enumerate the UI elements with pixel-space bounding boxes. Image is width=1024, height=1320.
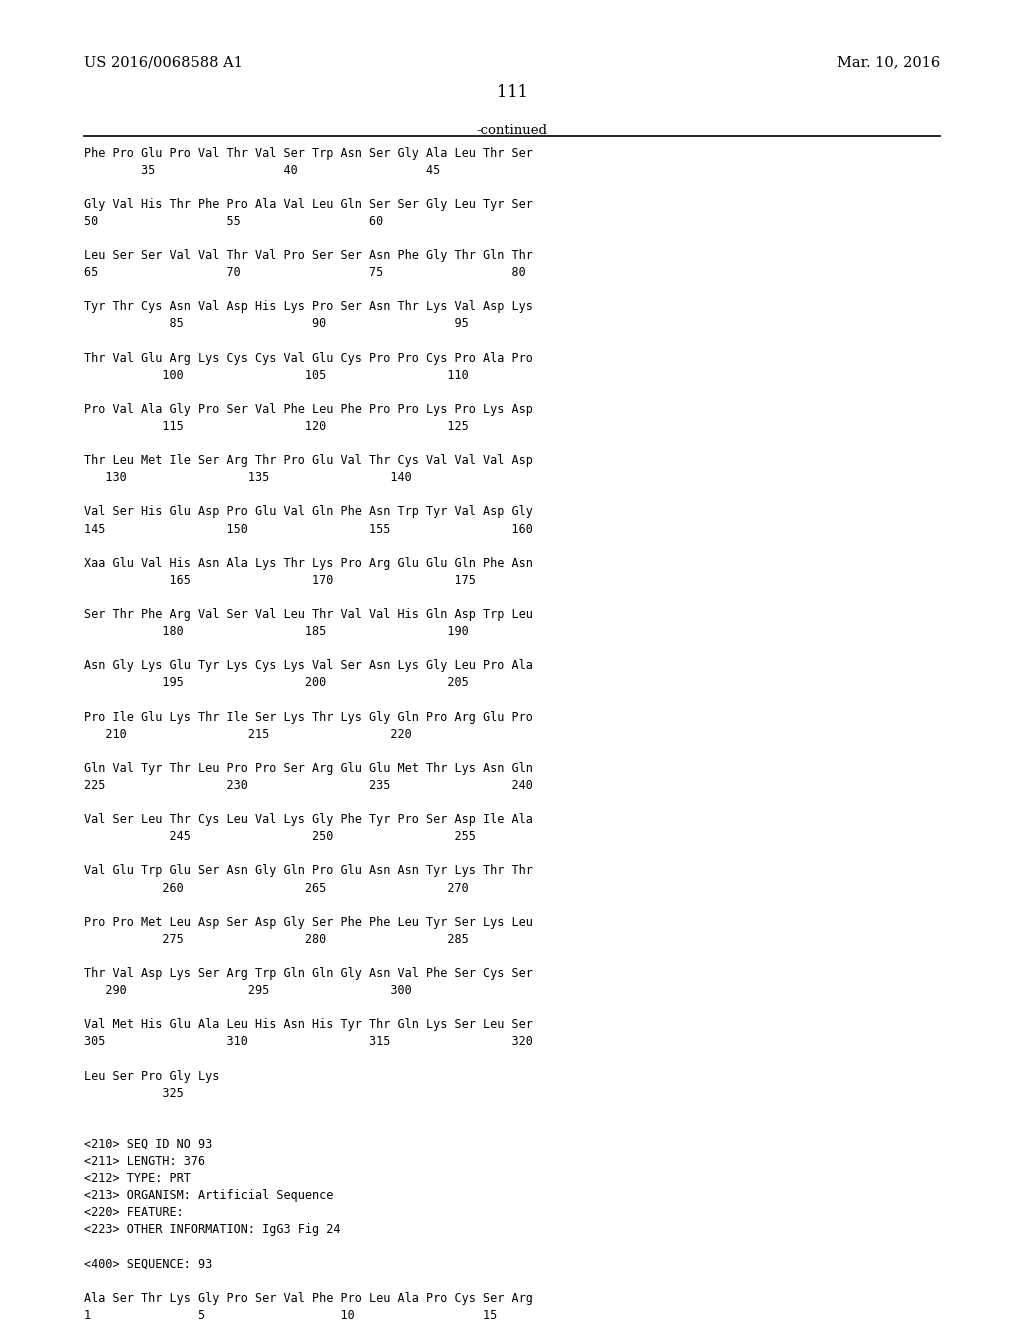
Text: Gln Val Tyr Thr Leu Pro Pro Ser Arg Glu Glu Met Thr Lys Asn Gln: Gln Val Tyr Thr Leu Pro Pro Ser Arg Glu …	[84, 762, 532, 775]
Text: Gly Val His Thr Phe Pro Ala Val Leu Gln Ser Ser Gly Leu Tyr Ser: Gly Val His Thr Phe Pro Ala Val Leu Gln …	[84, 198, 532, 211]
Text: Phe Pro Glu Pro Val Thr Val Ser Trp Asn Ser Gly Ala Leu Thr Ser: Phe Pro Glu Pro Val Thr Val Ser Trp Asn …	[84, 147, 532, 160]
Text: Xaa Glu Val His Asn Ala Lys Thr Lys Pro Arg Glu Glu Gln Phe Asn: Xaa Glu Val His Asn Ala Lys Thr Lys Pro …	[84, 557, 532, 570]
Text: Val Met His Glu Ala Leu His Asn His Tyr Thr Gln Lys Ser Leu Ser: Val Met His Glu Ala Leu His Asn His Tyr …	[84, 1018, 532, 1031]
Text: <210> SEQ ID NO 93: <210> SEQ ID NO 93	[84, 1138, 212, 1151]
Text: <211> LENGTH: 376: <211> LENGTH: 376	[84, 1155, 205, 1168]
Text: Ala Ser Thr Lys Gly Pro Ser Val Phe Pro Leu Ala Pro Cys Ser Arg: Ala Ser Thr Lys Gly Pro Ser Val Phe Pro …	[84, 1292, 532, 1304]
Text: 275                 280                 285: 275 280 285	[84, 933, 469, 946]
Text: Ser Thr Phe Arg Val Ser Val Leu Thr Val Val His Gln Asp Trp Leu: Ser Thr Phe Arg Val Ser Val Leu Thr Val …	[84, 609, 532, 620]
Text: Val Glu Trp Glu Ser Asn Gly Gln Pro Glu Asn Asn Tyr Lys Thr Thr: Val Glu Trp Glu Ser Asn Gly Gln Pro Glu …	[84, 865, 532, 878]
Text: Asn Gly Lys Glu Tyr Lys Cys Lys Val Ser Asn Lys Gly Leu Pro Ala: Asn Gly Lys Glu Tyr Lys Cys Lys Val Ser …	[84, 660, 532, 672]
Text: 115                 120                 125: 115 120 125	[84, 420, 469, 433]
Text: Thr Val Asp Lys Ser Arg Trp Gln Gln Gly Asn Val Phe Ser Cys Ser: Thr Val Asp Lys Ser Arg Trp Gln Gln Gly …	[84, 968, 532, 979]
Text: 1               5                   10                  15: 1 5 10 15	[84, 1309, 498, 1320]
Text: 305                 310                 315                 320: 305 310 315 320	[84, 1035, 532, 1048]
Text: 195                 200                 205: 195 200 205	[84, 676, 469, 689]
Text: Thr Val Glu Arg Lys Cys Cys Val Glu Cys Pro Pro Cys Pro Ala Pro: Thr Val Glu Arg Lys Cys Cys Val Glu Cys …	[84, 351, 532, 364]
Text: 50                  55                  60: 50 55 60	[84, 215, 383, 228]
Text: 145                 150                 155                 160: 145 150 155 160	[84, 523, 532, 536]
Text: US 2016/0068588 A1: US 2016/0068588 A1	[84, 55, 243, 70]
Text: 65                  70                  75                  80: 65 70 75 80	[84, 267, 525, 279]
Text: Pro Pro Met Leu Asp Ser Asp Gly Ser Phe Phe Leu Tyr Ser Lys Leu: Pro Pro Met Leu Asp Ser Asp Gly Ser Phe …	[84, 916, 532, 929]
Text: 260                 265                 270: 260 265 270	[84, 882, 469, 895]
Text: Val Ser Leu Thr Cys Leu Val Lys Gly Phe Tyr Pro Ser Asp Ile Ala: Val Ser Leu Thr Cys Leu Val Lys Gly Phe …	[84, 813, 532, 826]
Text: 180                 185                 190: 180 185 190	[84, 626, 469, 638]
Text: 225                 230                 235                 240: 225 230 235 240	[84, 779, 532, 792]
Text: -continued: -continued	[476, 124, 548, 137]
Text: Mar. 10, 2016: Mar. 10, 2016	[837, 55, 940, 70]
Text: Pro Ile Glu Lys Thr Ile Ser Lys Thr Lys Gly Gln Pro Arg Glu Pro: Pro Ile Glu Lys Thr Ile Ser Lys Thr Lys …	[84, 710, 532, 723]
Text: 210                 215                 220: 210 215 220	[84, 727, 412, 741]
Text: Pro Val Ala Gly Pro Ser Val Phe Leu Phe Pro Pro Lys Pro Lys Asp: Pro Val Ala Gly Pro Ser Val Phe Leu Phe …	[84, 403, 532, 416]
Text: 35                  40                  45: 35 40 45	[84, 164, 440, 177]
Text: <213> ORGANISM: Artificial Sequence: <213> ORGANISM: Artificial Sequence	[84, 1189, 334, 1203]
Text: 130                 135                 140: 130 135 140	[84, 471, 412, 484]
Text: 100                 105                 110: 100 105 110	[84, 368, 469, 381]
Text: Val Ser His Glu Asp Pro Glu Val Gln Phe Asn Trp Tyr Val Asp Gly: Val Ser His Glu Asp Pro Glu Val Gln Phe …	[84, 506, 532, 519]
Text: Leu Ser Pro Gly Lys: Leu Ser Pro Gly Lys	[84, 1069, 219, 1082]
Text: 111: 111	[497, 84, 527, 102]
Text: <400> SEQUENCE: 93: <400> SEQUENCE: 93	[84, 1258, 212, 1271]
Text: Thr Leu Met Ile Ser Arg Thr Pro Glu Val Thr Cys Val Val Val Asp: Thr Leu Met Ile Ser Arg Thr Pro Glu Val …	[84, 454, 532, 467]
Text: 290                 295                 300: 290 295 300	[84, 985, 412, 997]
Text: <212> TYPE: PRT: <212> TYPE: PRT	[84, 1172, 190, 1185]
Text: 165                 170                 175: 165 170 175	[84, 574, 476, 587]
Text: Tyr Thr Cys Asn Val Asp His Lys Pro Ser Asn Thr Lys Val Asp Lys: Tyr Thr Cys Asn Val Asp His Lys Pro Ser …	[84, 301, 532, 313]
Text: <223> OTHER INFORMATION: IgG3 Fig 24: <223> OTHER INFORMATION: IgG3 Fig 24	[84, 1224, 340, 1237]
Text: Leu Ser Ser Val Val Thr Val Pro Ser Ser Asn Phe Gly Thr Gln Thr: Leu Ser Ser Val Val Thr Val Pro Ser Ser …	[84, 249, 532, 263]
Text: <220> FEATURE:: <220> FEATURE:	[84, 1206, 183, 1220]
Text: 245                 250                 255: 245 250 255	[84, 830, 476, 843]
Text: 85                  90                  95: 85 90 95	[84, 317, 469, 330]
Text: 325: 325	[84, 1086, 183, 1100]
